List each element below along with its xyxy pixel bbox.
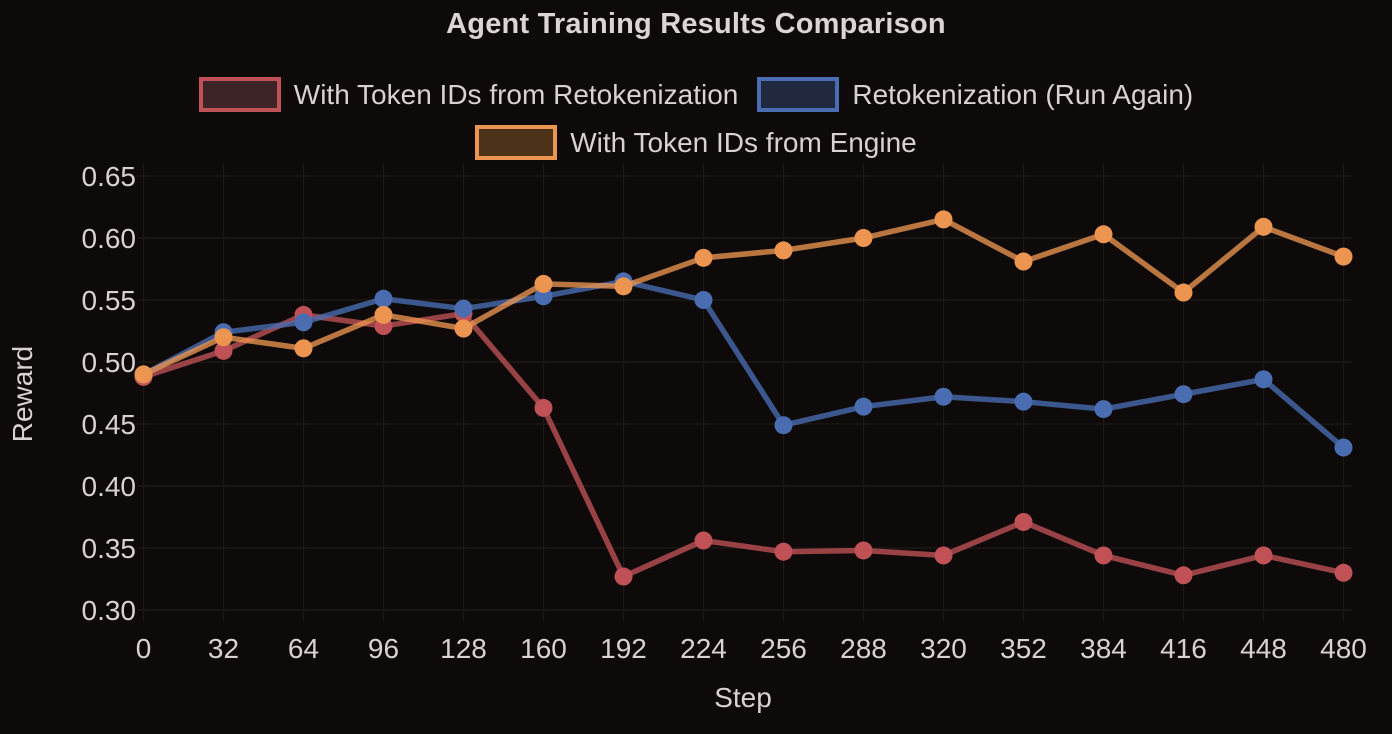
data-point <box>1334 247 1353 266</box>
data-point <box>694 291 713 309</box>
series-line-0 <box>140 310 1347 580</box>
x-tick-label: 288 <box>840 633 887 664</box>
data-point <box>1014 252 1033 271</box>
y-tick-label: 0.40 <box>82 471 137 502</box>
data-point <box>1174 566 1193 585</box>
data-point <box>1254 370 1273 389</box>
y-tick-label: 0.55 <box>82 285 137 316</box>
data-point <box>1094 546 1113 565</box>
data-point <box>294 313 313 332</box>
data-point <box>854 541 873 560</box>
y-tick-label: 0.35 <box>82 533 137 564</box>
data-point <box>774 241 793 260</box>
data-point <box>1014 392 1033 411</box>
y-tick-label: 0.65 <box>82 161 137 192</box>
data-point <box>374 305 393 324</box>
data-point <box>1014 512 1033 531</box>
x-tick-label: 32 <box>208 633 239 664</box>
x-tick-label: 96 <box>368 633 399 664</box>
data-point <box>1094 225 1113 244</box>
data-point <box>1334 563 1353 582</box>
y-axis-label: Reward <box>7 346 38 442</box>
data-point <box>534 287 553 306</box>
data-point <box>934 210 953 229</box>
legend-row-1: With Token IDs from Retokenization Retok… <box>198 77 1193 112</box>
legend-item-retokenization-ids: With Token IDs from Retokenization <box>198 77 739 112</box>
chart-title: Agent Training Results Comparison <box>446 8 946 40</box>
data-point <box>294 339 313 358</box>
x-tick-label: 448 <box>1240 633 1287 664</box>
legend-label: With Token IDs from Retokenization <box>293 78 739 110</box>
legend: With Token IDs from Retokenization Retok… <box>0 77 1392 160</box>
data-point <box>694 248 713 267</box>
x-tick-label: 128 <box>440 633 487 664</box>
legend-row-2: With Token IDs from Engine <box>475 125 917 160</box>
data-point <box>1254 546 1273 565</box>
series-line-1 <box>140 278 1347 451</box>
data-point <box>614 277 633 296</box>
x-tick-label: 224 <box>680 633 727 664</box>
data-point <box>534 398 553 417</box>
x-tick-label: 256 <box>760 633 807 664</box>
legend-item-run-again: Retokenization (Run Again) <box>757 77 1193 112</box>
x-tick-label: 160 <box>520 633 567 664</box>
data-point <box>1254 217 1273 236</box>
data-point <box>854 229 873 247</box>
x-tick-label: 64 <box>288 633 319 664</box>
data-point <box>934 546 953 565</box>
legend-swatch-red <box>198 77 281 112</box>
data-point <box>134 365 153 384</box>
x-tick-label: 192 <box>600 633 647 664</box>
data-point <box>454 319 473 338</box>
data-point <box>614 567 633 586</box>
legend-swatch-blue <box>757 77 840 112</box>
gridlines <box>138 163 1352 622</box>
y-tick-label: 0.45 <box>82 409 137 440</box>
data-point <box>694 531 713 550</box>
x-axis-label: Step <box>714 682 772 713</box>
data-point <box>374 289 393 308</box>
data-point <box>854 397 873 416</box>
x-tick-label: 0 <box>136 633 152 664</box>
x-tick-label: 416 <box>1160 633 1207 664</box>
data-point <box>774 542 793 561</box>
x-tick-label: 480 <box>1320 633 1367 664</box>
x-tick-label: 320 <box>920 633 967 664</box>
data-point <box>934 387 953 406</box>
x-tick-label: 384 <box>1080 633 1127 664</box>
legend-swatch-orange <box>475 125 558 160</box>
data-point <box>534 274 553 293</box>
y-tick-label: 0.30 <box>82 595 137 626</box>
series-line-2 <box>140 216 1347 378</box>
data-point <box>1334 438 1353 457</box>
y-tick-label: 0.60 <box>82 223 137 254</box>
y-tick-label: 0.50 <box>82 347 137 378</box>
x-tick-label: 352 <box>1000 633 1047 664</box>
data-point <box>454 299 473 318</box>
data-point <box>214 341 233 360</box>
legend-item-engine-ids: With Token IDs from Engine <box>475 125 917 160</box>
data-point <box>1094 400 1113 419</box>
series-lines <box>134 210 1353 586</box>
data-point <box>774 416 793 435</box>
data-point <box>214 328 233 347</box>
data-point <box>1174 385 1193 404</box>
axis-ticks: 0.65 0.60 0.55 0.50 0.45 0.40 0.35 0.30 0 32 64 96 1… <box>82 161 1367 664</box>
legend-label: With Token IDs from Engine <box>570 126 917 158</box>
legend-label: Retokenization (Run Again) <box>852 78 1194 110</box>
data-point <box>1174 283 1193 302</box>
